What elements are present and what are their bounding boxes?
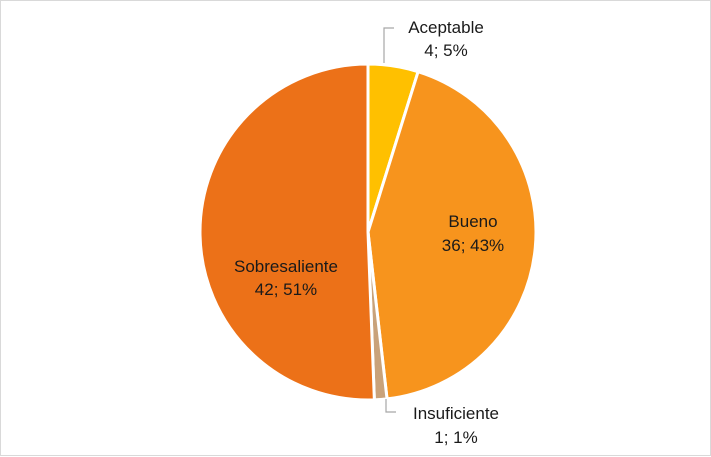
label-sobresaliente-value: 42; 51% xyxy=(255,280,317,299)
pie-slices xyxy=(198,62,538,402)
pie-slice-sobresaliente xyxy=(198,62,376,402)
label-insuficiente-name: Insuficiente xyxy=(413,404,499,423)
label-aceptable-value: 4; 5% xyxy=(424,41,467,60)
label-sobresaliente-name: Sobresaliente xyxy=(234,257,338,276)
label-aceptable-name: Aceptable xyxy=(408,18,484,37)
label-bueno-value: 36; 43% xyxy=(442,236,504,255)
label-insuficiente-value: 1; 1% xyxy=(434,428,477,447)
leader-line-aceptable xyxy=(383,27,394,63)
pie-slice-bueno xyxy=(366,70,538,401)
leader-line-insuficiente xyxy=(385,399,396,413)
label-bueno-name: Bueno xyxy=(448,212,497,231)
